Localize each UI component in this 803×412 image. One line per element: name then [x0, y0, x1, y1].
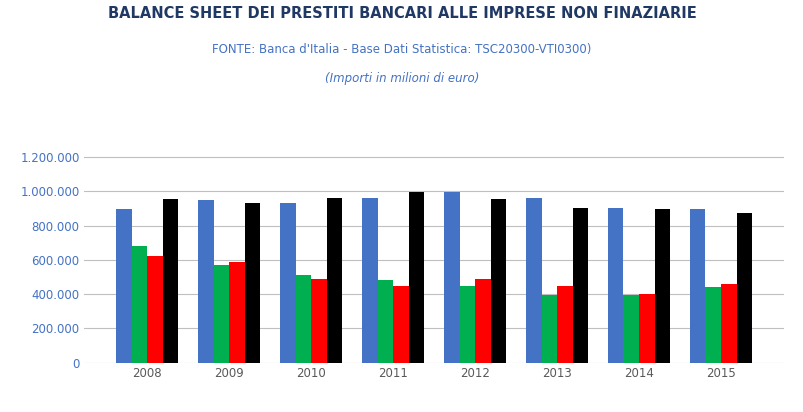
Bar: [736, 213, 751, 363]
Bar: [654, 208, 670, 363]
Bar: [147, 255, 163, 363]
Bar: [377, 281, 393, 363]
Bar: [326, 198, 342, 363]
Bar: [689, 208, 704, 363]
Bar: [116, 208, 132, 363]
Bar: [214, 265, 229, 363]
Bar: [245, 203, 260, 363]
Bar: [163, 199, 178, 363]
Bar: [572, 208, 588, 363]
Bar: [279, 203, 296, 363]
Bar: [296, 275, 311, 363]
Bar: [541, 295, 556, 363]
Bar: [459, 286, 475, 363]
Bar: [556, 286, 572, 363]
Bar: [132, 246, 147, 363]
Text: (Importi in milioni di euro): (Importi in milioni di euro): [324, 72, 479, 85]
Bar: [311, 279, 326, 363]
Bar: [361, 198, 377, 363]
Bar: [638, 294, 654, 363]
Text: FONTE: Banca d'Italia - Base Dati Statistica: TSC20300-VTI0300): FONTE: Banca d'Italia - Base Dati Statis…: [212, 43, 591, 56]
Bar: [704, 287, 720, 363]
Bar: [720, 284, 736, 363]
Bar: [490, 199, 506, 363]
Bar: [607, 208, 622, 363]
Bar: [393, 286, 408, 363]
Bar: [525, 198, 541, 363]
Bar: [475, 279, 490, 363]
Bar: [622, 295, 638, 363]
Bar: [443, 192, 459, 363]
Bar: [198, 200, 214, 363]
Bar: [408, 192, 424, 363]
Text: BALANCE SHEET DEI PRESTITI BANCARI ALLE IMPRESE NON FINAZIARIE: BALANCE SHEET DEI PRESTITI BANCARI ALLE …: [108, 6, 695, 21]
Bar: [229, 262, 245, 363]
